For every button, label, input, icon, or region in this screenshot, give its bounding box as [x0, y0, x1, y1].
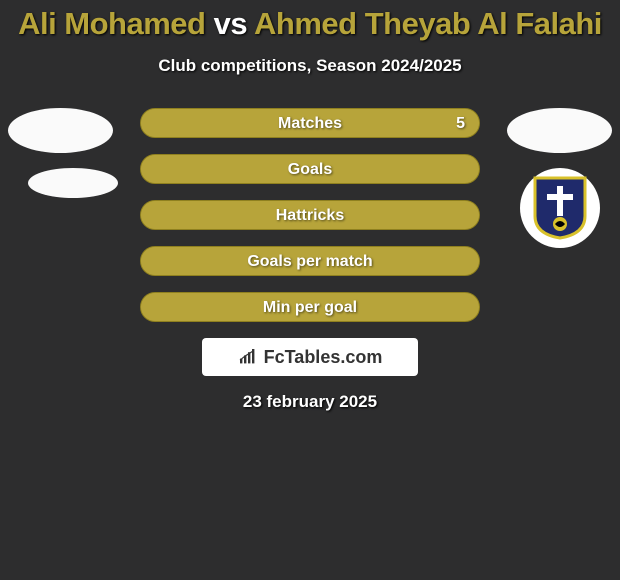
player1-photo-secondary: [28, 168, 118, 198]
stat-bar-label: Goals per match: [141, 247, 479, 276]
snapshot-date: 23 february 2025: [0, 392, 620, 412]
stat-bar-label: Matches: [141, 109, 479, 138]
player1-name: Ali Mohamed: [18, 6, 205, 41]
player2-photo: [507, 108, 612, 153]
attribution-text: FcTables.com: [264, 347, 383, 368]
comparison-title: Ali Mohamed vs Ahmed Theyab Al Falahi: [0, 0, 620, 42]
vs-text: vs: [214, 6, 247, 41]
stat-bars: Matches5 Goals Hattricks Goals per match Min…: [140, 108, 480, 322]
attribution-badge: FcTables.com: [202, 338, 418, 376]
stat-bar-value: 5: [456, 109, 465, 138]
stat-bar: Goals per match: [140, 246, 480, 276]
stat-bar-label: Goals: [141, 155, 479, 184]
stat-bar: Matches5: [140, 108, 480, 138]
player1-photo: [8, 108, 113, 153]
stat-bar: Min per goal: [140, 292, 480, 322]
subtitle: Club competitions, Season 2024/2025: [0, 56, 620, 76]
chart-icon: [238, 349, 258, 365]
stat-bar: Goals: [140, 154, 480, 184]
stat-bar: Hattricks: [140, 200, 480, 230]
player2-name: Ahmed Theyab Al Falahi: [254, 6, 602, 41]
stat-bar-label: Min per goal: [141, 293, 479, 322]
stat-bar-label: Hattricks: [141, 201, 479, 230]
comparison-arena: Matches5 Goals Hattricks Goals per match Min…: [0, 108, 620, 322]
player2-club-badge: [520, 168, 600, 248]
